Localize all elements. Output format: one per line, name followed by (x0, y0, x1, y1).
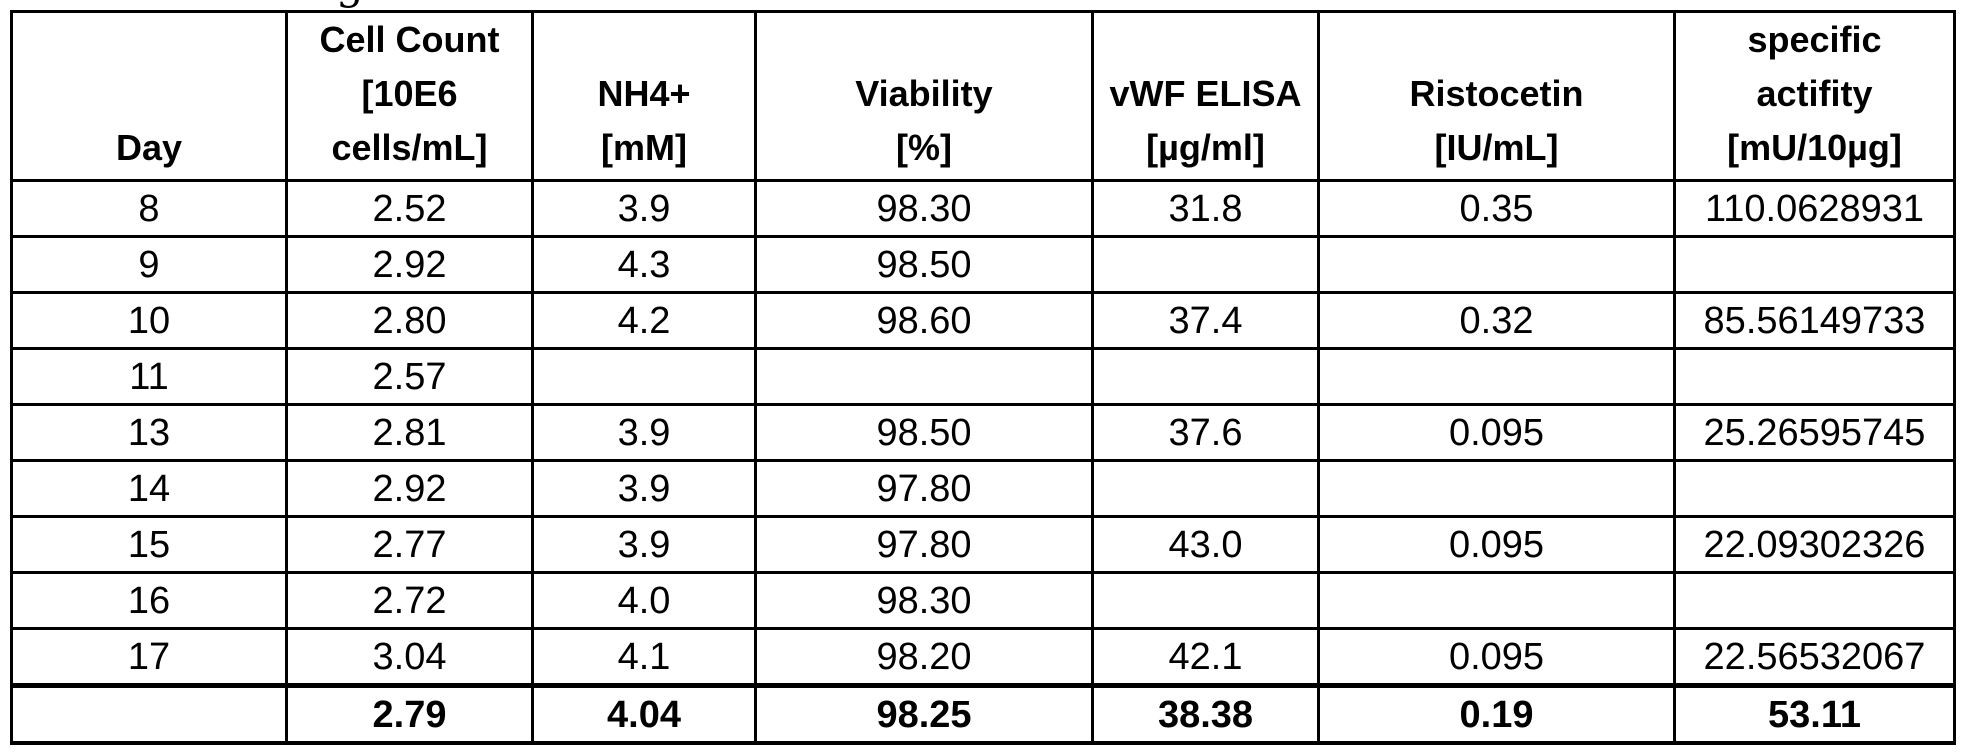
cell-viability: 97.80 (754, 515, 1094, 574)
table-row-day-15: 15 2.77 3.9 97.80 43.0 0.095 22.09302326 (10, 515, 1956, 574)
cell-cell_count: 2.52 (285, 179, 534, 238)
cell-viability: 98.20 (754, 627, 1094, 687)
cell-day: 16 (10, 571, 288, 630)
cell-ristocetin: 0.35 (1317, 179, 1676, 238)
cell-ristocetin: 0.32 (1317, 291, 1676, 350)
cell-day: 9 (10, 235, 288, 294)
cell-ristocetin (1317, 235, 1676, 294)
cell-day: 11 (10, 347, 288, 406)
cell-specific_activity: 22.09302326 (1673, 515, 1956, 574)
cell-nh4 (531, 347, 757, 406)
summary-cell-nh4: 4.04 (531, 683, 757, 745)
cell-day: 15 (10, 515, 288, 574)
cell-nh4: 4.2 (531, 291, 757, 350)
cell-viability: 98.30 (754, 179, 1094, 238)
table-row-day-10: 10 2.80 4.2 98.60 37.4 0.32 85.56149733 (10, 291, 1956, 350)
cell-nh4: 3.9 (531, 403, 757, 462)
cell-nh4: 4.1 (531, 627, 757, 687)
cell-viability: 98.50 (754, 403, 1094, 462)
cell-vwf_elisa (1091, 347, 1320, 406)
cell-specific_activity: 110.0628931 (1673, 179, 1956, 238)
cell-day: 8 (10, 179, 288, 238)
cell-nh4: 3.9 (531, 515, 757, 574)
cell-nh4: 3.9 (531, 459, 757, 518)
cell-viability: 98.50 (754, 235, 1094, 294)
cell-ristocetin: 0.095 (1317, 627, 1676, 687)
cell-day: 14 (10, 459, 288, 518)
cell-day: 13 (10, 403, 288, 462)
cell-specific_activity (1673, 235, 1956, 294)
table-row-day-8: 8 2.52 3.9 98.30 31.8 0.35 110.0628931 (10, 179, 1956, 238)
cell-cell_count: 2.80 (285, 291, 534, 350)
summary-cell-vwf_elisa: 38.38 (1091, 683, 1320, 745)
cell-cell_count: 2.57 (285, 347, 534, 406)
summary-cell-viability: 98.25 (754, 683, 1094, 745)
cell-specific_activity: 22.56532067 (1673, 627, 1956, 687)
cell-ristocetin (1317, 571, 1676, 630)
cell-viability: 97.80 (754, 459, 1094, 518)
cell-specific_activity (1673, 459, 1956, 518)
table-row-summary: 2.79 4.04 98.25 38.38 0.19 53.11 (10, 683, 1956, 745)
cell-ristocetin (1317, 459, 1676, 518)
cell-specific_activity: 85.56149733 (1673, 291, 1956, 350)
table-row-day-11: 11 2.57 (10, 347, 1956, 406)
cell-cell_count: 2.92 (285, 235, 534, 294)
cell-viability: 98.30 (754, 571, 1094, 630)
table-row-day-16: 16 2.72 4.0 98.30 (10, 571, 1956, 630)
summary-cell-day (10, 683, 288, 745)
cell-ristocetin (1317, 347, 1676, 406)
cell-specific_activity (1673, 571, 1956, 630)
cell-nh4: 4.3 (531, 235, 757, 294)
column-header-vwf_elisa: vWF ELISA [µg/ml] (1091, 10, 1320, 182)
cell-day: 10 (10, 291, 288, 350)
summary-cell-ristocetin: 0.19 (1317, 683, 1676, 745)
cell-culture-data-table: Day Cell Count [10E6 cells/mL] NH4+ [mM] Viabi… (10, 10, 1956, 745)
cell-vwf_elisa (1091, 571, 1320, 630)
cell-vwf_elisa (1091, 459, 1320, 518)
column-header-day: Day (10, 10, 288, 182)
cell-cell_count: 2.72 (285, 571, 534, 630)
table-row-day-13: 13 2.81 3.9 98.50 37.6 0.095 25.26595745 (10, 403, 1956, 462)
cell-nh4: 3.9 (531, 179, 757, 238)
summary-cell-specific_activity: 53.11 (1673, 683, 1956, 745)
cell-vwf_elisa: 43.0 (1091, 515, 1320, 574)
cropped-caption-fragment: g (330, 0, 390, 13)
cell-cell_count: 2.81 (285, 403, 534, 462)
cell-nh4: 4.0 (531, 571, 757, 630)
cell-cell_count: 2.77 (285, 515, 534, 574)
cell-vwf_elisa: 37.6 (1091, 403, 1320, 462)
cell-ristocetin: 0.095 (1317, 403, 1676, 462)
cell-day: 17 (10, 627, 288, 687)
header-row: Day Cell Count [10E6 cells/mL] NH4+ [mM] Viabi… (10, 10, 1956, 182)
column-header-specific_activity: specific actifity [mU/10µg] (1673, 10, 1956, 182)
table-body: 8 2.52 3.9 98.30 31.8 0.35 110.0628931 9 2.92 4.3… (10, 179, 1956, 745)
caption-descender-glyph: g (336, 0, 390, 6)
column-header-ristocetin: Ristocetin [IU/mL] (1317, 10, 1676, 182)
cell-vwf_elisa: 31.8 (1091, 179, 1320, 238)
cell-viability (754, 347, 1094, 406)
column-header-viability: Viability [%] (754, 10, 1094, 182)
summary-cell-cell_count: 2.79 (285, 683, 534, 745)
cell-vwf_elisa (1091, 235, 1320, 294)
table-row-day-14: 14 2.92 3.9 97.80 (10, 459, 1956, 518)
cell-viability: 98.60 (754, 291, 1094, 350)
cell-cell_count: 2.92 (285, 459, 534, 518)
cell-vwf_elisa: 42.1 (1091, 627, 1320, 687)
cell-cell_count: 3.04 (285, 627, 534, 687)
cell-ristocetin: 0.095 (1317, 515, 1676, 574)
cell-vwf_elisa: 37.4 (1091, 291, 1320, 350)
table-row-day-9: 9 2.92 4.3 98.50 (10, 235, 1956, 294)
table-row-day-17: 17 3.04 4.1 98.20 42.1 0.095 22.56532067 (10, 627, 1956, 687)
cell-specific_activity (1673, 347, 1956, 406)
column-header-nh4: NH4+ [mM] (531, 10, 757, 182)
column-header-cell_count: Cell Count [10E6 cells/mL] (285, 10, 534, 182)
cell-specific_activity: 25.26595745 (1673, 403, 1956, 462)
